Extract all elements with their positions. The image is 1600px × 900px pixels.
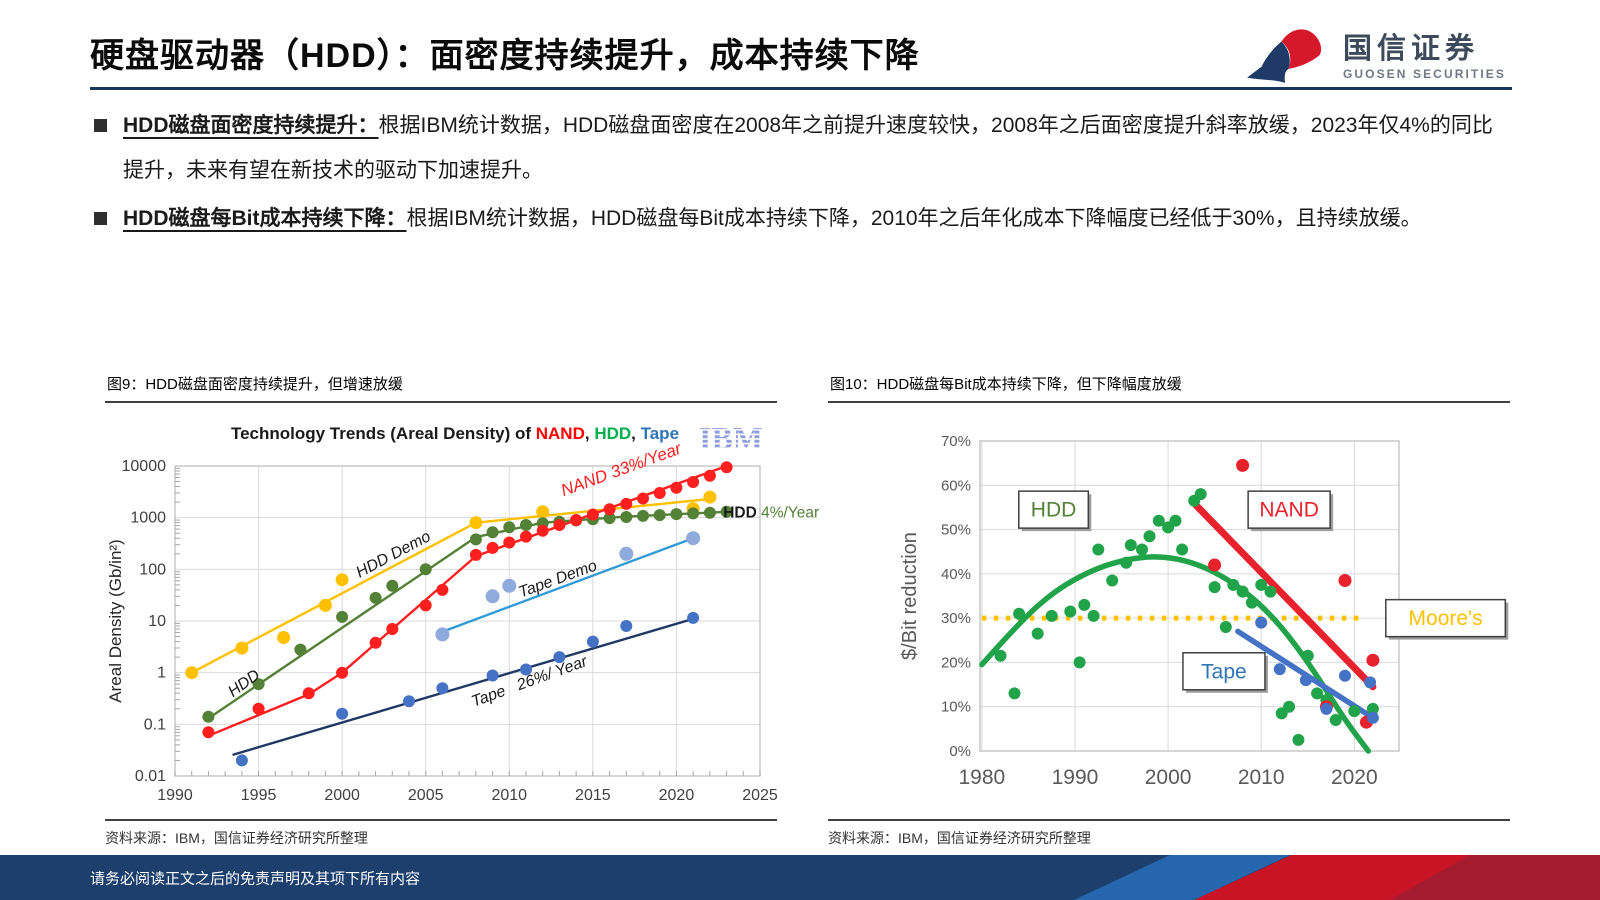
page-title: 硬盘驱动器（HDD）：面密度持续提升，成本持续下降: [90, 37, 920, 75]
figure-10: 图10：HDD磁盘每Bit成本持续下降，但下降幅度放缓 0% 10% 20% 30% 4…: [828, 371, 1510, 848]
logo-en: GUOSEN SECURITIES: [1342, 66, 1506, 81]
svg-text:10000: 10000: [122, 458, 167, 475]
svg-text:10%: 10%: [941, 699, 971, 716]
bullet-lead: HDD磁盘面密度持续提升：: [123, 114, 379, 137]
bullet-item: HDD磁盘面密度持续提升：根据IBM统计数据，HDD磁盘面密度在2008年之前提…: [94, 103, 1508, 193]
svg-text:2025: 2025: [742, 787, 778, 804]
svg-text:0.1: 0.1: [144, 716, 166, 733]
logo-cn: 国信证券: [1342, 32, 1479, 65]
svg-text:2015: 2015: [575, 787, 611, 804]
bullet-text: HDD磁盘每Bit成本持续下降：根据IBM统计数据，HDD磁盘每Bit成本持续下…: [123, 196, 1422, 241]
bullet-square-icon: [94, 119, 107, 132]
svg-text:1990: 1990: [1052, 766, 1099, 789]
guosen-logo-text: 国信证券 GUOSEN SECURITIES: [1343, 34, 1506, 81]
cost-reduction-chart: 0% 10% 20% 30% 40% 50% 60% 70% 1980 1990 2000 2010 2…: [899, 433, 1509, 789]
svg-text:NAND 33%/Year: NAND 33%/Year: [558, 438, 685, 500]
bullet-body: 根据IBM统计数据，HDD磁盘面密度在2008年之前提升速度较快，2008年之后…: [123, 114, 1493, 182]
svg-text:$/Bit reduction: $/Bit reduction: [899, 532, 921, 660]
title-divider: [90, 87, 1512, 90]
svg-text:HDD: HDD: [225, 666, 263, 700]
svg-text:1990: 1990: [157, 787, 193, 804]
svg-text:Technology Trends (Areal Densi: Technology Trends (Areal Density) of NAN…: [231, 424, 679, 443]
figure-9-caption: 图9：HDD磁盘面密度持续提升，但增速放缓: [105, 371, 777, 403]
svg-text:Tape Demo: Tape Demo: [516, 557, 599, 601]
svg-text:2010: 2010: [491, 787, 527, 804]
footer-bar: 请务必阅读正文之后的免责声明及其项下所有内容: [0, 855, 1600, 900]
svg-text:10: 10: [148, 613, 166, 630]
svg-text:2000: 2000: [1145, 766, 1192, 789]
svg-text:2000: 2000: [324, 787, 360, 804]
svg-text:HDD: HDD: [1031, 499, 1077, 522]
svg-text:1000: 1000: [130, 510, 166, 527]
figure-9-source: 资料来源：IBM，国信证券经济研究所整理: [105, 819, 777, 848]
bullet-text: HDD磁盘面密度持续提升：根据IBM统计数据，HDD磁盘面密度在2008年之前提…: [123, 103, 1508, 193]
svg-text:1: 1: [157, 665, 166, 682]
svg-text:0.01: 0.01: [135, 768, 166, 785]
bullet-square-icon: [94, 212, 107, 225]
svg-text:Tape: Tape: [1201, 660, 1247, 683]
svg-text:HDD 4%/Year: HDD 4%/Year: [723, 505, 819, 522]
svg-text:1995: 1995: [241, 787, 277, 804]
svg-text:NAND: NAND: [1259, 499, 1319, 522]
svg-text:2005: 2005: [408, 787, 444, 804]
svg-text:2010: 2010: [1238, 766, 1285, 789]
svg-text:IBM: IBM: [699, 420, 763, 456]
guosen-logo-icon: [1247, 29, 1322, 83]
svg-text:40%: 40%: [941, 566, 971, 583]
svg-text:2020: 2020: [1331, 766, 1378, 789]
svg-text:100: 100: [139, 561, 166, 578]
bullet-list: HDD磁盘面密度持续提升：根据IBM统计数据，HDD磁盘面密度在2008年之前提…: [94, 103, 1508, 244]
svg-text:30%: 30%: [941, 610, 971, 627]
guosen-logo: 国信证券 GUOSEN SECURITIES: [1237, 26, 1506, 88]
svg-text:70%: 70%: [941, 433, 971, 450]
bullet-lead: HDD磁盘每Bit成本持续下降：: [123, 207, 407, 230]
svg-text:20%: 20%: [941, 654, 971, 671]
areal-density-chart: 0.01 0.1 1 10 100 1000 10000 1990 1995 2000 2005 20…: [106, 420, 819, 804]
footer-disclaimer: 请务必阅读正文之后的免责声明及其项下所有内容: [90, 870, 421, 887]
svg-text:0%: 0%: [949, 743, 971, 760]
svg-text:1980: 1980: [959, 766, 1006, 789]
svg-text:Areal Density (Gb/in²): Areal Density (Gb/in²): [106, 539, 125, 702]
figure-10-caption: 图10：HDD磁盘每Bit成本持续下降，但下降幅度放缓: [828, 371, 1510, 403]
svg-text:60%: 60%: [941, 477, 971, 494]
svg-text:Tape 26%/ Year: Tape 26%/ Year: [469, 653, 590, 711]
svg-text:50%: 50%: [941, 522, 971, 539]
bullet-item: HDD磁盘每Bit成本持续下降：根据IBM统计数据，HDD磁盘每Bit成本持续下…: [94, 196, 1508, 241]
figure-10-source: 资料来源：IBM，国信证券经济研究所整理: [828, 819, 1510, 848]
figure-9: 图9：HDD磁盘面密度持续提升，但增速放缓 0.01 0.1 1 10 100 1000 1…: [105, 371, 819, 848]
svg-text:2020: 2020: [659, 787, 695, 804]
bullet-body: 根据IBM统计数据，HDD磁盘每Bit成本持续下降，2010年之后年化成本下降幅…: [406, 207, 1422, 230]
svg-text:Moore's: Moore's: [1409, 607, 1483, 630]
